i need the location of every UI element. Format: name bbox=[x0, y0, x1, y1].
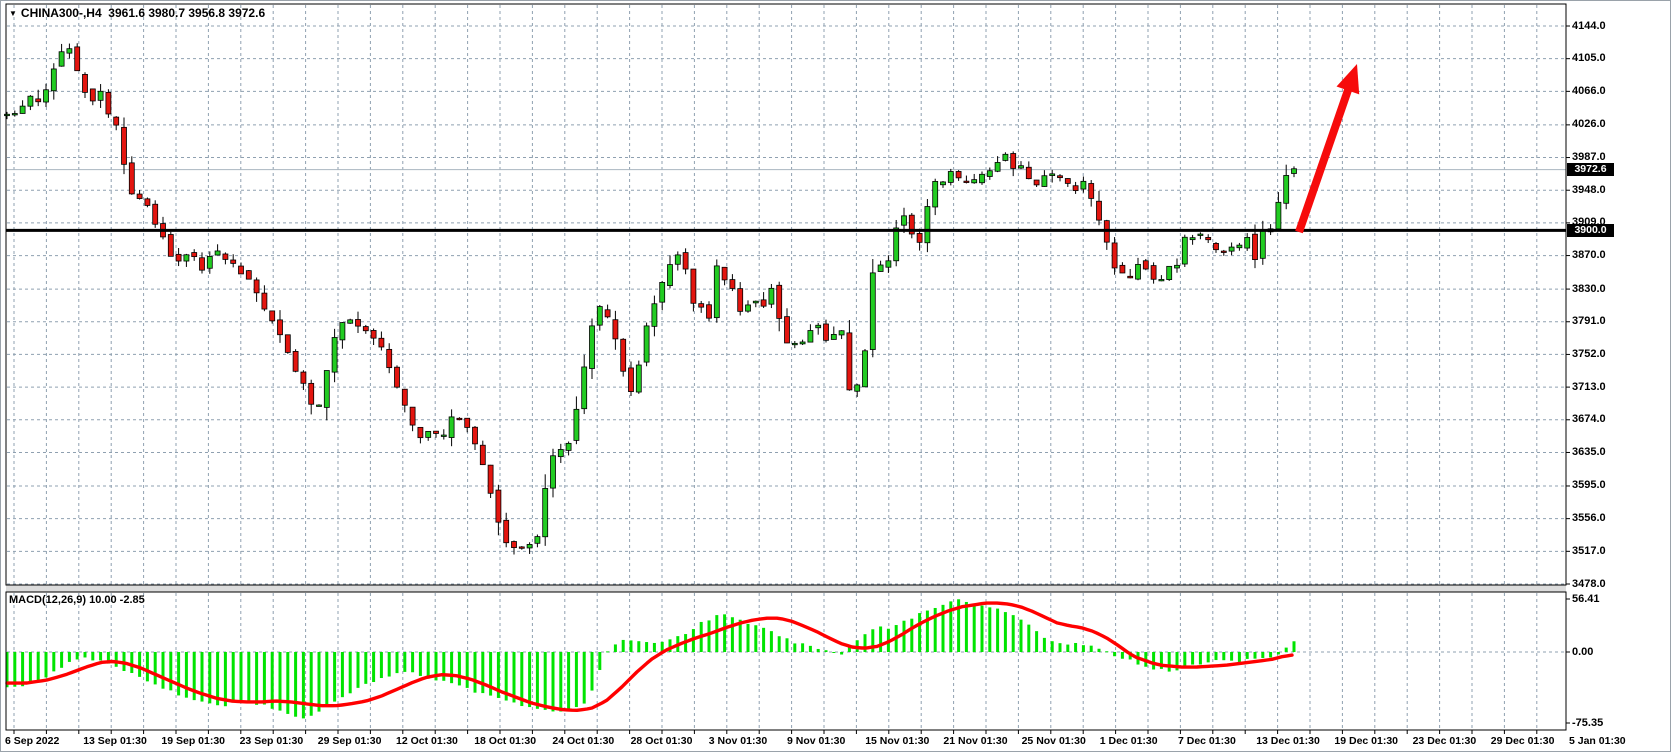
price-tick-label: 3752.0 bbox=[1572, 347, 1606, 360]
price-tick-label: 4105.0 bbox=[1572, 52, 1606, 65]
trend-arrow-head bbox=[1336, 64, 1360, 95]
price-tick-label: 3713.0 bbox=[1572, 380, 1606, 393]
price-tick-label: 3635.0 bbox=[1572, 445, 1606, 458]
time-axis-label: 25 Nov 01:30 bbox=[1021, 735, 1086, 747]
price-tick-label: 3674.0 bbox=[1572, 413, 1606, 426]
time-axis-label: 19 Sep 01:30 bbox=[161, 735, 226, 747]
time-axis-label: 7 Dec 01:30 bbox=[1178, 735, 1236, 747]
time-axis-label: 23 Sep 01:30 bbox=[239, 735, 304, 747]
time-axis-label: 12 Oct 01:30 bbox=[396, 735, 458, 747]
chart-symbol-label: CHINA300-,H4 bbox=[20, 6, 102, 20]
time-axis-label: 9 Nov 01:30 bbox=[787, 735, 846, 747]
time-axis-label: 29 Dec 01:30 bbox=[1490, 735, 1555, 747]
time-axis-label: 5 Jan 01:30 bbox=[1569, 735, 1626, 747]
current-price-tag: 3972.6 bbox=[1567, 163, 1614, 177]
price-tick-label: 3517.0 bbox=[1572, 544, 1606, 557]
time-axis-label: 13 Sep 01:30 bbox=[83, 735, 147, 747]
price-tick-label: 3948.0 bbox=[1572, 183, 1606, 196]
price-tick-label: 3595.0 bbox=[1572, 479, 1606, 492]
hline-price-tag: 3900.0 bbox=[1567, 223, 1614, 237]
chart-ohlc-values: 3961.6 3980.7 3956.8 3972.6 bbox=[108, 6, 266, 20]
macd-indicator-label: MACD(12,26,9) 10.00 -2.85 bbox=[9, 594, 145, 606]
time-axis-label: 21 Nov 01:30 bbox=[943, 735, 1008, 747]
time-axis-label: 23 Dec 01:30 bbox=[1412, 735, 1477, 747]
time-axis-label: 24 Oct 01:30 bbox=[552, 735, 615, 747]
chart-title: ▼ CHINA300-,H4 3961.6 3980.7 3956.8 3972.… bbox=[9, 6, 265, 20]
price-tick-label: 3791.0 bbox=[1572, 315, 1606, 328]
trend-arrow-annotation[interactable] bbox=[1295, 83, 1354, 234]
macd-tick-label: 0.00 bbox=[1572, 645, 1594, 658]
time-axis-label: 29 Sep 01:30 bbox=[317, 735, 382, 747]
price-tick-label: 3556.0 bbox=[1572, 512, 1606, 525]
price-tick-label: 4066.0 bbox=[1572, 84, 1606, 97]
price-tick-label: 4144.0 bbox=[1572, 19, 1606, 32]
time-axis-label: 13 Dec 01:30 bbox=[1256, 735, 1320, 747]
time-axis-label: 1 Dec 01:30 bbox=[1099, 735, 1158, 747]
time-axis-label: 18 Oct 01:30 bbox=[474, 735, 537, 747]
macd-tick-label: 56.41 bbox=[1572, 592, 1600, 605]
time-axis-label: 15 Nov 01:30 bbox=[865, 735, 930, 747]
price-tick-label: 4026.0 bbox=[1572, 118, 1606, 131]
price-tick-label: 3478.0 bbox=[1572, 577, 1606, 590]
symbol-dropdown-icon[interactable]: ▼ bbox=[9, 9, 17, 18]
time-axis-label: 6 Sep 2022 bbox=[5, 735, 60, 747]
time-axis-label: 19 Dec 01:30 bbox=[1334, 735, 1399, 747]
time-axis-label: 28 Oct 01:30 bbox=[630, 735, 693, 747]
price-tick-label: 3987.0 bbox=[1572, 151, 1606, 164]
time-axis-label: 3 Nov 01:30 bbox=[708, 735, 768, 747]
price-tick-label: 3830.0 bbox=[1572, 282, 1606, 295]
macd-tick-label: -75.35 bbox=[1572, 716, 1604, 729]
price-tick-label: 3870.0 bbox=[1572, 249, 1606, 262]
